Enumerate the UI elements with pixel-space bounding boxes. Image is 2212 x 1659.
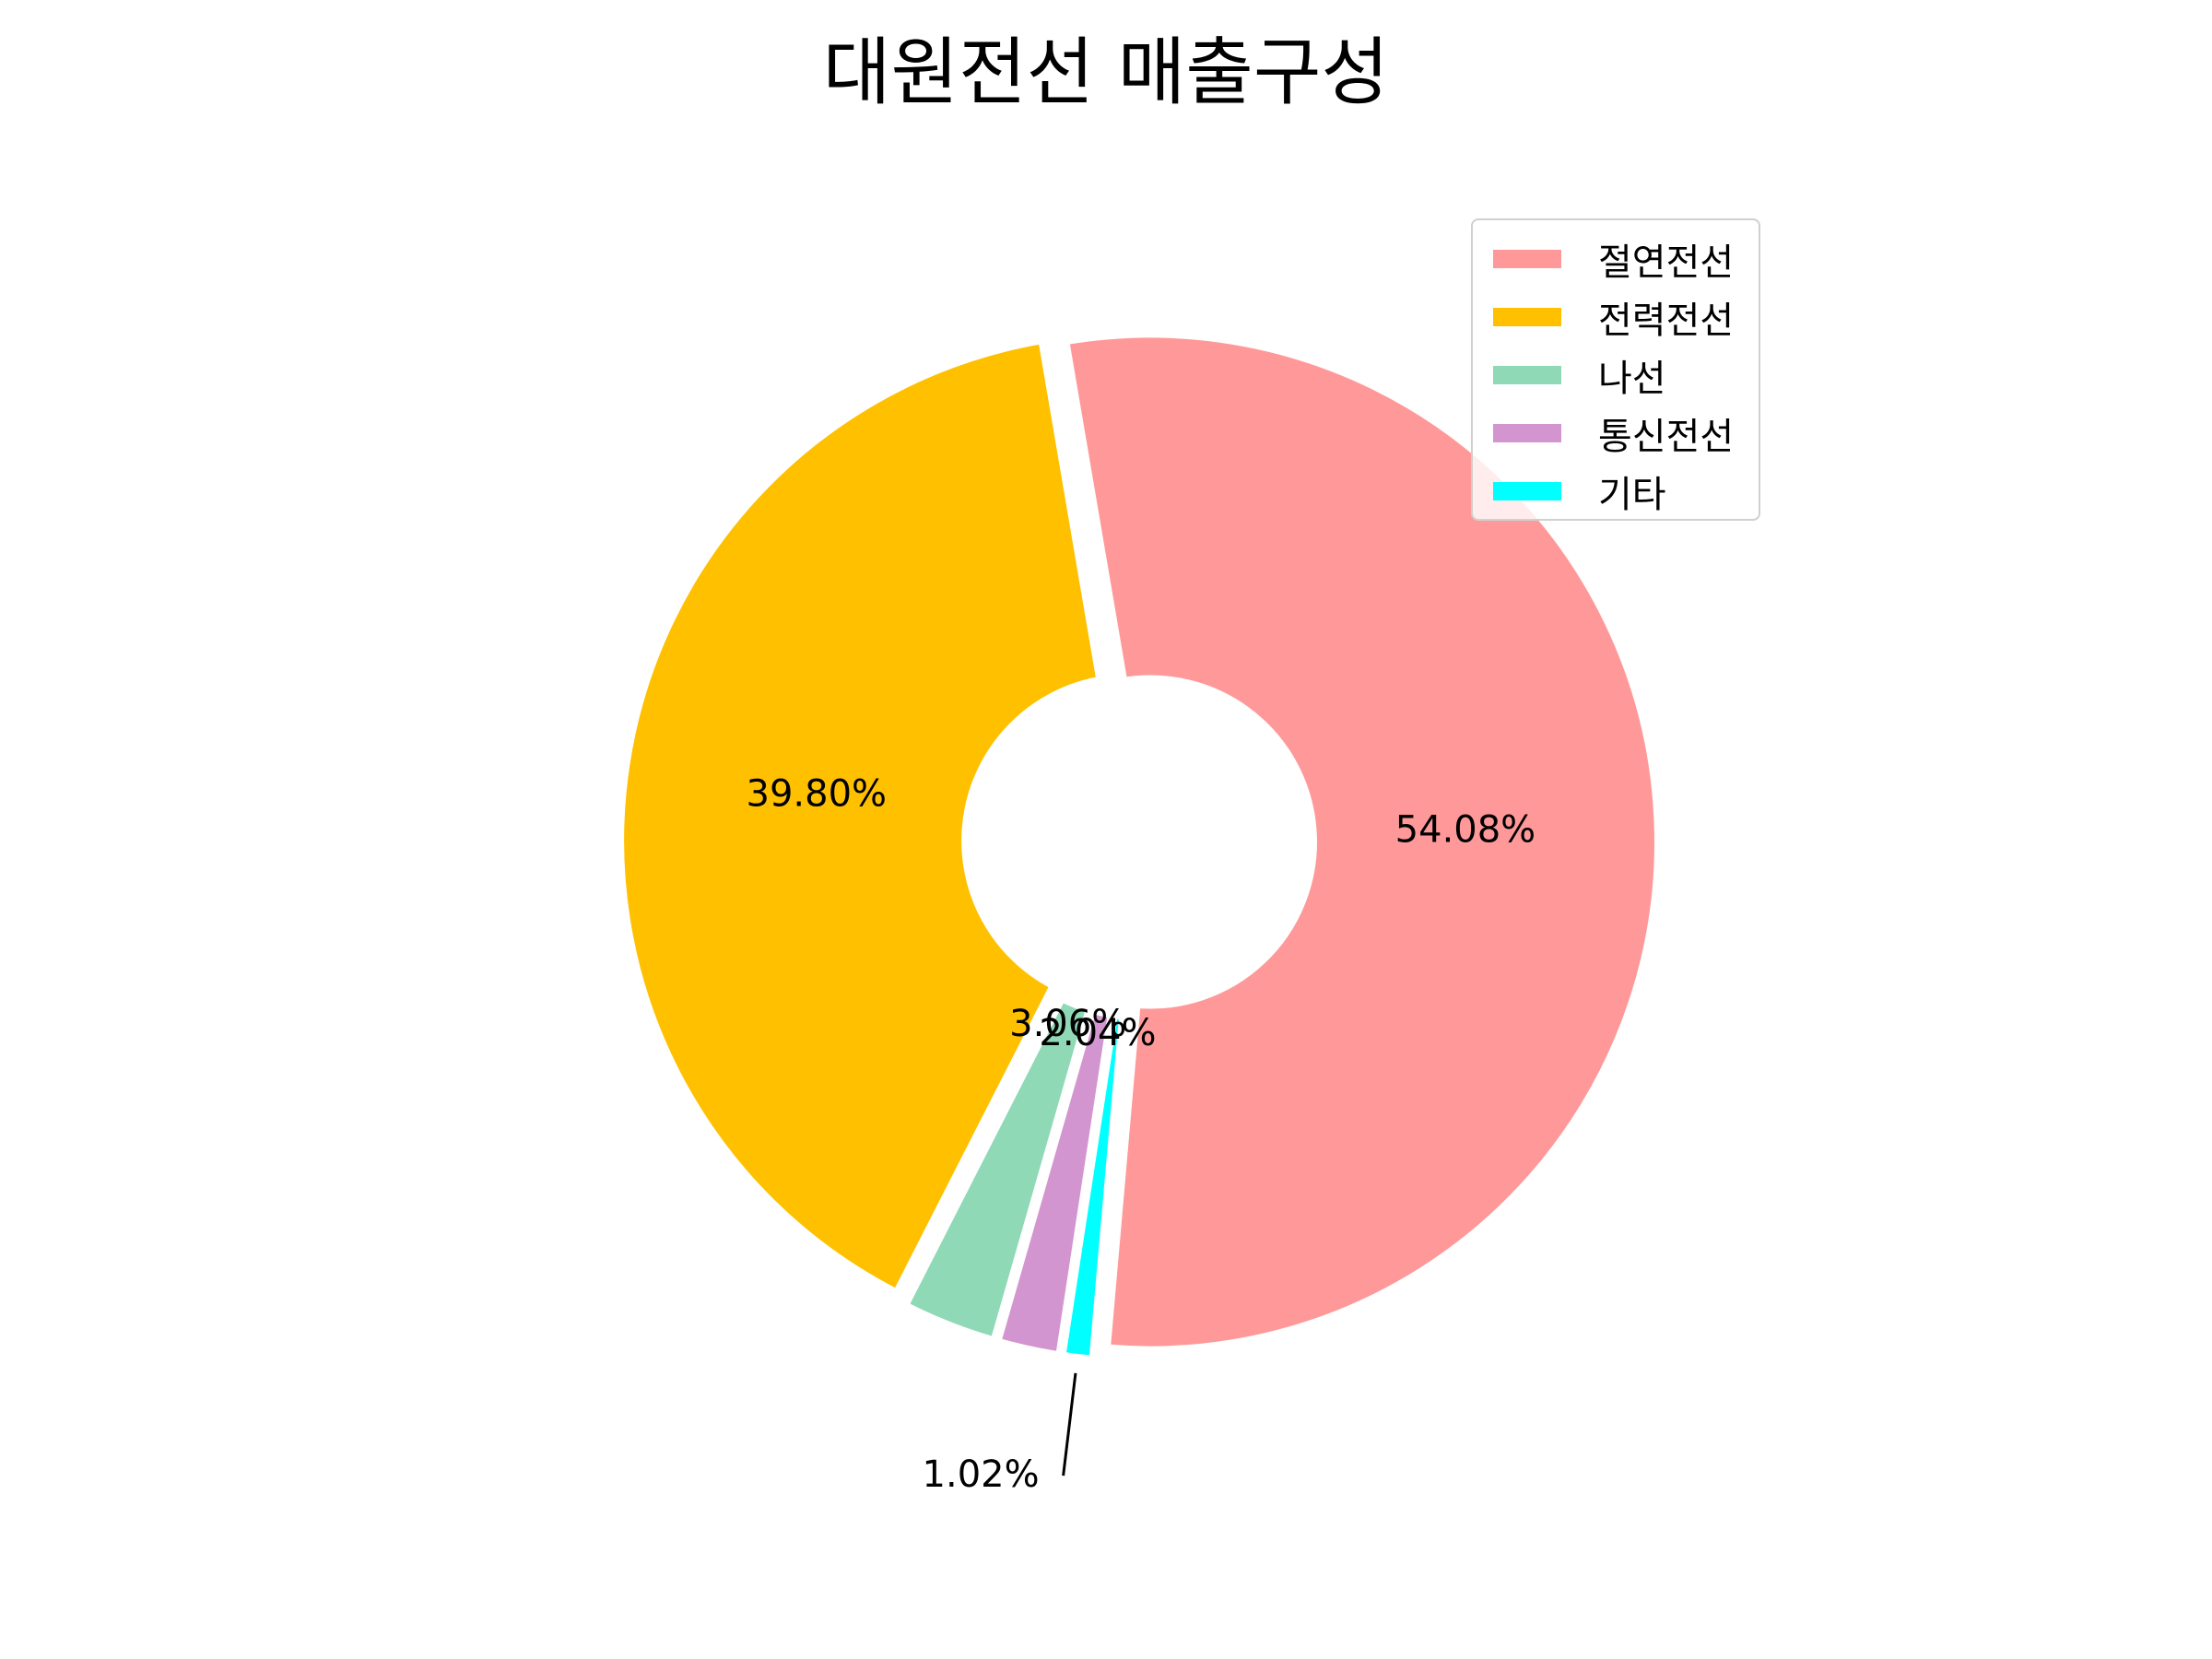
legend-swatch [1493,481,1561,500]
chart-title: 대원전선 매출구성 [822,29,1390,115]
leader-line-5 [1062,1372,1077,1477]
legend-swatch [1493,423,1561,442]
legend-swatch [1493,365,1561,384]
legend-label: 기타 [1598,473,1666,516]
legend-label: 절연전선 [1598,241,1735,284]
legend-item: 나선 [1493,346,1759,404]
legend-label: 나선 [1598,357,1666,400]
slice-label-4: 2.04% [1039,1012,1156,1054]
legend-item: 전력전선 [1493,288,1759,346]
legend-label: 전력전선 [1598,299,1735,342]
pie-slice-5 [1055,1008,1129,1366]
legend-swatch [1493,307,1561,326]
legend-item: 기타 [1493,462,1759,520]
slice-label-2: 39.80% [747,773,888,816]
pie-slice-1 [1059,328,1664,1356]
slice-label-3: 3.06% [1009,1003,1126,1045]
slice-label-5: 1.02% [923,1453,1040,1496]
legend-swatch [1493,249,1561,268]
slice-label-1: 54.08% [1395,809,1536,852]
legend-item: 통신전선 [1493,404,1759,462]
legend-item: 절연전선 [1493,229,1759,288]
legend-label: 통신전선 [1598,415,1735,458]
pie-slice-2 [615,334,1107,1300]
